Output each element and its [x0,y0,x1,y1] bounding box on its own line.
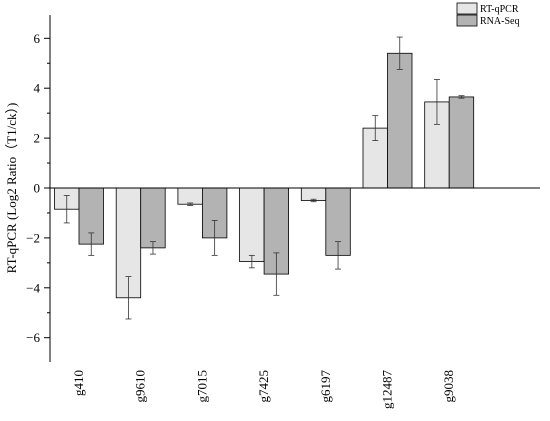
y-tick-label: 4 [34,81,41,96]
x-tick-label-g12487: g12487 [380,370,395,410]
legend-label-rna-seq: RNA-Seq [480,16,519,27]
x-tick-label-g9610: g9610 [133,370,148,403]
legend-label-rt-qpcr: RT-qPCR [480,4,519,15]
x-tick-label-g6197: g6197 [318,370,333,403]
bar-rna-seq-g12487 [387,52,413,189]
error-bar-rt-qpcr-g410 [63,195,70,224]
bar-rt-qpcr-g7425 [239,187,265,263]
bar-rt-qpcr-g7015 [177,187,203,205]
error-bar-rna-seq-g7015 [211,220,218,256]
y-tick-label: −6 [26,330,40,345]
error-bar-rt-qpcr-g12487 [372,115,379,141]
legend-swatch-rt-qpcr [456,2,478,15]
error-bar-rt-qpcr-g9038 [433,79,440,125]
bar-rt-qpcr-g6197 [300,187,327,201]
error-bar-rna-seq-g12487 [396,36,403,70]
x-tick-label-g410: g410 [71,370,86,396]
x-tick-label-g7015: g7015 [194,370,209,403]
error-bar-rna-seq-g9038 [458,95,465,99]
y-tick-label: 6 [34,31,41,46]
error-bar-rna-seq-g7425 [273,252,280,296]
y-tick-label: 2 [34,131,41,146]
y-tick-label: 0 [34,181,41,196]
bar-rna-seq-g9610 [140,187,166,249]
error-bar-rna-seq-g6197 [335,241,342,270]
error-bar-rt-qpcr-g7015 [187,202,194,206]
y-tick-label: −2 [26,230,40,245]
error-bar-rna-seq-g9610 [149,241,156,255]
x-tick-label-g7425: g7425 [256,370,271,403]
error-bar-rt-qpcr-g7425 [248,254,255,269]
y-axis-title: RT-qPCR (Log2 Ratio（T1/ck）) [4,103,19,274]
error-bar-rt-qpcr-g9610 [125,276,132,320]
error-bar-rt-qpcr-g6197 [310,198,317,203]
y-tick-label: −4 [26,280,40,295]
legend: RT-qPCR RNA-Seq [456,2,519,27]
bar-rna-seq-g9038 [448,96,475,189]
error-bar-rna-seq-g410 [88,232,95,256]
x-tick-label-g9038: g9038 [441,370,456,403]
legend-swatch-rna-seq [456,14,478,27]
